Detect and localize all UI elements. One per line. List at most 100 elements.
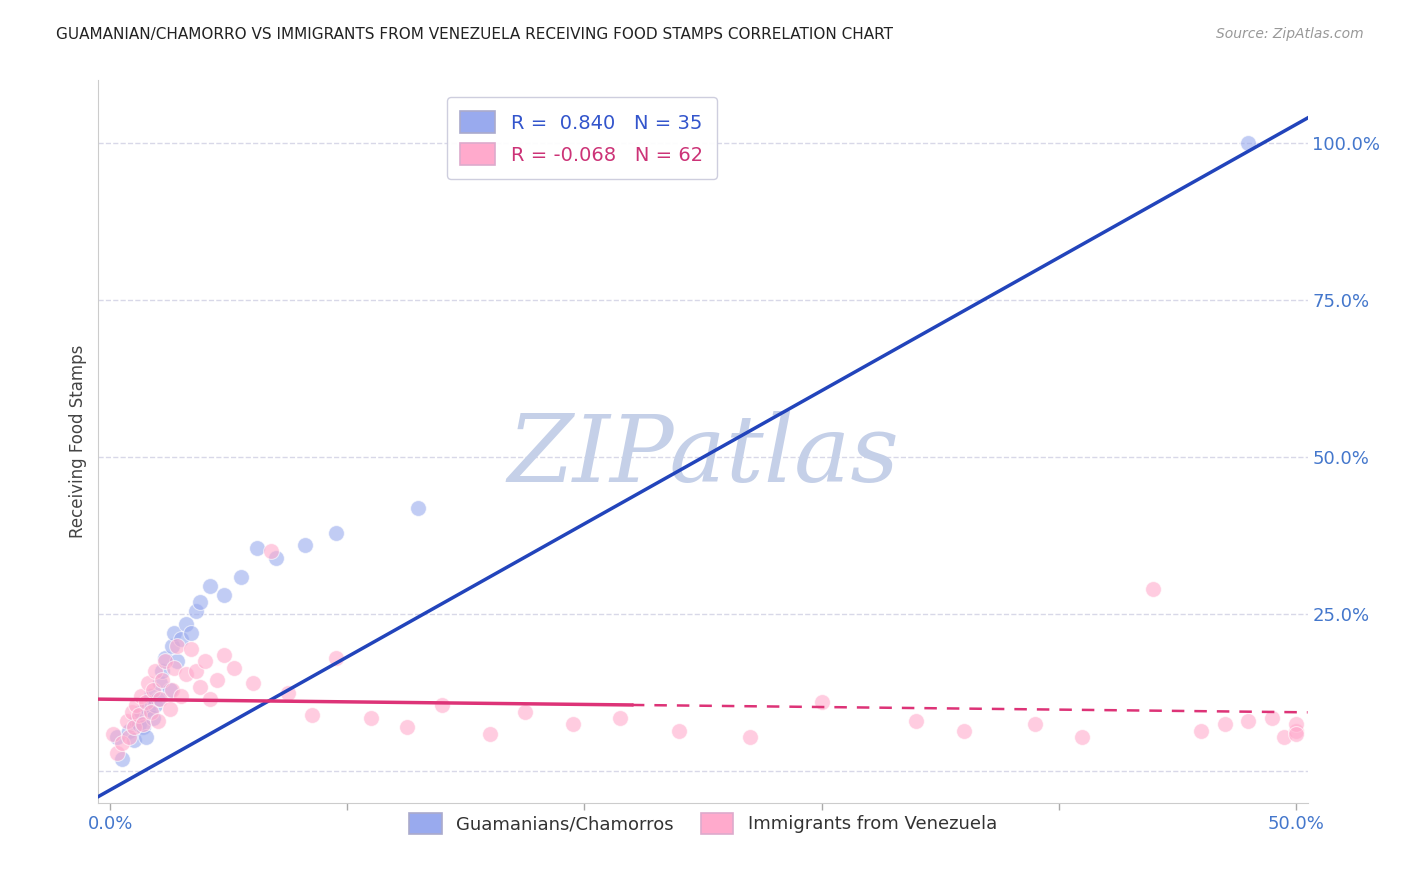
Point (132, 720, 155, 734)
Point (180, 641, 202, 656)
Text: GUAMANIAN/CHAMORRO VS IMMIGRANTS FROM VENEZUELA RECEIVING FOOD STAMPS CORRELATIO: GUAMANIAN/CHAMORRO VS IMMIGRANTS FROM VE… (56, 27, 893, 42)
Point (1213, 717, 1236, 731)
Point (194, 655, 217, 669)
Point (118, 723, 141, 738)
Point (432, 698, 454, 713)
Point (668, 723, 690, 738)
Point (360, 711, 382, 725)
Point (149, 676, 172, 690)
Point (301, 707, 323, 722)
Point (229, 569, 252, 583)
Point (142, 682, 165, 697)
Point (166, 639, 188, 653)
Point (294, 538, 316, 552)
Point (1142, 582, 1164, 597)
Point (139, 689, 162, 703)
Point (395, 720, 418, 734)
Text: Source: ZipAtlas.com: Source: ZipAtlas.com (1216, 27, 1364, 41)
Point (152, 673, 174, 688)
Point (264, 550, 287, 565)
Point (1024, 717, 1046, 731)
Point (212, 648, 235, 662)
Point (1237, 714, 1260, 728)
Point (128, 717, 150, 731)
Point (163, 626, 186, 640)
Point (105, 746, 128, 760)
Point (159, 701, 181, 715)
Point (149, 692, 172, 706)
Point (121, 705, 143, 719)
Point (136, 701, 159, 715)
Point (111, 752, 134, 766)
Point (184, 604, 207, 618)
Point (153, 651, 176, 665)
Point (129, 689, 152, 703)
Point (174, 667, 197, 681)
Point (740, 730, 762, 744)
Legend: Guamanians/Chamorros, Immigrants from Venezuela: Guamanians/Chamorros, Immigrants from Ve… (402, 805, 1004, 841)
Point (135, 730, 157, 744)
Point (143, 664, 166, 678)
Point (478, 727, 501, 741)
Point (142, 711, 165, 725)
Point (515, 705, 537, 719)
Point (146, 714, 169, 728)
Point (952, 723, 974, 738)
Point (810, 695, 832, 709)
Point (1261, 711, 1284, 725)
Point (190, 595, 212, 609)
Point (128, 707, 150, 722)
Point (125, 714, 148, 728)
Point (135, 695, 157, 709)
Point (160, 682, 183, 697)
Point (132, 717, 155, 731)
Point (184, 664, 207, 678)
Point (1071, 730, 1094, 744)
Point (166, 655, 188, 669)
Point (170, 632, 193, 647)
Point (136, 676, 159, 690)
Point (1285, 727, 1308, 741)
Point (105, 730, 128, 744)
Point (143, 698, 166, 713)
Text: ZIPatlas: ZIPatlas (508, 411, 898, 501)
Point (561, 717, 583, 731)
Point (246, 541, 269, 556)
Point (325, 651, 347, 665)
Point (125, 698, 148, 713)
Point (101, 727, 124, 741)
Point (129, 705, 152, 719)
Point (115, 714, 138, 728)
Point (408, 500, 430, 515)
Point (170, 689, 193, 703)
Point (198, 692, 221, 706)
Point (190, 680, 212, 694)
Point (153, 655, 176, 669)
Point (905, 714, 928, 728)
Point (1189, 723, 1212, 738)
Point (325, 525, 347, 540)
Point (277, 686, 299, 700)
Point (146, 692, 169, 706)
Point (139, 705, 162, 719)
Point (160, 639, 183, 653)
Point (1272, 730, 1295, 744)
Point (212, 589, 235, 603)
Point (242, 676, 264, 690)
Point (1285, 717, 1308, 731)
Point (222, 661, 245, 675)
Point (111, 736, 134, 750)
Point (198, 579, 221, 593)
Point (1237, 136, 1260, 150)
Point (163, 661, 186, 675)
Y-axis label: Receiving Food Stamps: Receiving Food Stamps (69, 345, 87, 538)
Point (609, 711, 631, 725)
Point (118, 730, 141, 744)
Point (260, 544, 283, 558)
Point (1285, 723, 1308, 738)
Point (205, 673, 228, 688)
Point (122, 720, 145, 734)
Point (174, 616, 197, 631)
Point (122, 733, 145, 747)
Point (152, 664, 174, 678)
